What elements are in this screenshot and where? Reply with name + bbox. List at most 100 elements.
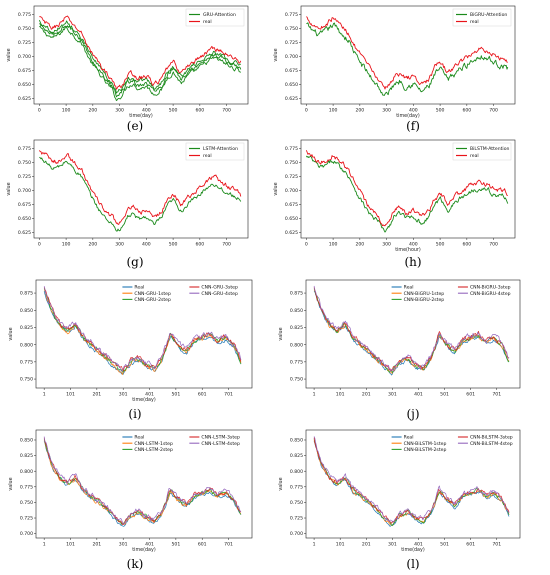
y-tick-label: 0.650 — [18, 82, 31, 88]
y-tick-label: 0.750 — [285, 26, 298, 32]
x-tick-label: 700 — [222, 242, 231, 248]
series-line — [313, 440, 510, 527]
x-tick-label: 201 — [92, 542, 101, 548]
x-tick-label: 500 — [436, 108, 445, 114]
y-tick-label: 0.725 — [18, 174, 31, 180]
x-tick-label: 601 — [466, 542, 475, 548]
x-tick-label: 1 — [43, 542, 46, 548]
legend-label: CNN-GRU-3step — [201, 285, 238, 291]
y-tick-label: 0.625 — [285, 96, 298, 102]
y-axis-label: value — [278, 477, 284, 490]
x-tick-label: 701 — [492, 392, 501, 398]
x-tick-label: 1 — [313, 542, 316, 548]
series-line — [39, 23, 242, 98]
x-tick-label: 501 — [171, 542, 180, 548]
panel-letter: (h) — [404, 255, 421, 269]
y-tick-label: 0.650 — [285, 216, 298, 222]
legend-label: GRU-Attention — [203, 12, 236, 18]
legend-label: Real — [134, 285, 144, 291]
x-tick-label: 301 — [119, 392, 128, 398]
x-tick-label: 301 — [119, 542, 128, 548]
legend-label: real — [470, 153, 479, 159]
y-tick-label: 0.825 — [20, 325, 33, 331]
x-tick-label: 400 — [409, 108, 418, 114]
x-tick-label: 501 — [440, 392, 449, 398]
y-tick-label: 0.750 — [290, 500, 303, 506]
y-tick-label: 0.850 — [290, 308, 303, 314]
x-tick-label: 300 — [382, 108, 391, 114]
y-tick-label: 0.750 — [285, 160, 298, 166]
panel-letter: (i) — [128, 407, 141, 421]
x-tick-label: 201 — [362, 392, 371, 398]
x-tick-label: 100 — [62, 242, 71, 248]
x-tick-label: 100 — [62, 108, 71, 114]
series-line — [39, 25, 242, 102]
y-tick-label: 0.750 — [290, 377, 303, 383]
series-line — [313, 285, 510, 372]
x-tick-label: 301 — [388, 392, 397, 398]
legend-label: real — [203, 19, 212, 25]
x-tick-label: 101 — [336, 392, 345, 398]
series-line — [39, 156, 242, 232]
legend-label: CNN-GRU-2step — [134, 297, 171, 303]
series-line — [306, 22, 509, 96]
series-line — [38, 150, 242, 225]
x-tick-label: 401 — [414, 542, 423, 548]
x-tick-label: 201 — [362, 542, 371, 548]
x-tick-label: 701 — [492, 542, 501, 548]
y-tick-label: 0.700 — [20, 531, 33, 537]
x-tick-label: 600 — [462, 108, 471, 114]
x-tick-label: 601 — [198, 392, 207, 398]
x-tick-label: 501 — [171, 392, 180, 398]
legend-label: CNN-BiGRU-1step — [404, 291, 445, 297]
legend-label: real — [470, 19, 479, 25]
x-axis-label: time(day) — [396, 113, 420, 119]
x-tick-label: 500 — [169, 108, 178, 114]
x-tick-label: 0 — [305, 108, 308, 114]
series-lines — [313, 436, 510, 527]
legend-label: CNN-LSTM-2step — [134, 447, 173, 453]
legend-label: CNN-BiLSTM-4step — [470, 441, 513, 447]
y-tick-label: 0.700 — [285, 54, 298, 60]
y-tick-label: 0.800 — [290, 469, 303, 475]
x-tick-label: 101 — [336, 542, 345, 548]
series-lines — [305, 150, 509, 233]
y-tick-label: 0.675 — [285, 68, 298, 74]
panel-letter: (g) — [126, 255, 143, 269]
plot-frame — [305, 429, 521, 539]
legend-label: Real — [134, 435, 144, 441]
y-tick-label: 0.675 — [18, 68, 31, 74]
y-tick-label: 0.775 — [285, 12, 298, 18]
series-lines — [38, 15, 242, 102]
y-tick-label: 0.725 — [290, 516, 303, 522]
series-line — [313, 289, 510, 374]
y-axis-label: value — [278, 327, 284, 340]
y-tick-label: 0.775 — [18, 12, 31, 18]
panel-letter: (k) — [127, 557, 144, 571]
legend-box — [452, 142, 512, 161]
x-tick-label: 601 — [466, 392, 475, 398]
series-lines — [43, 436, 242, 527]
y-axis-label: value — [6, 182, 12, 195]
legend-box — [185, 8, 245, 27]
y-tick-label: 0.750 — [18, 26, 31, 32]
y-tick-label: 0.750 — [20, 377, 33, 383]
x-tick-label: 401 — [145, 542, 154, 548]
series-line — [43, 439, 242, 525]
y-tick-label: 0.775 — [290, 359, 303, 365]
y-tick-label: 0.775 — [20, 484, 33, 490]
y-tick-label: 0.625 — [18, 230, 31, 236]
series-line — [313, 290, 510, 376]
panel-letter: (e) — [127, 119, 143, 133]
legend-label: Real — [404, 285, 414, 291]
y-tick-label: 0.850 — [20, 308, 33, 314]
x-tick-label: 100 — [329, 108, 338, 114]
y-tick-label: 0.800 — [20, 469, 33, 475]
x-tick-label: 701 — [224, 392, 233, 398]
x-tick-label: 1 — [313, 392, 316, 398]
legend-label: LSTM-Attention — [203, 146, 238, 152]
